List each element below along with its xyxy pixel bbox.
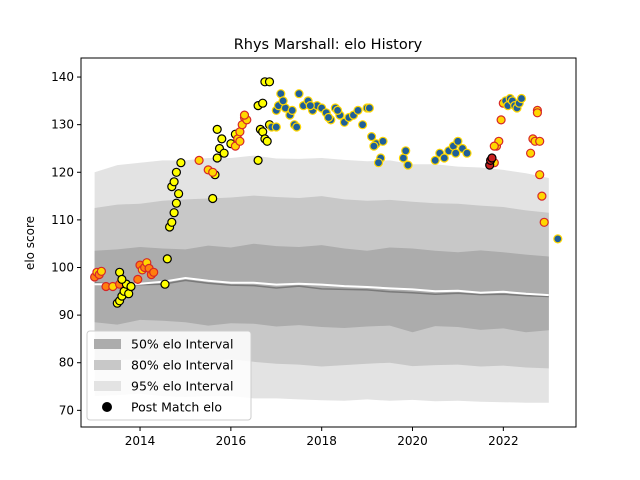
elo-point xyxy=(212,124,222,134)
elo-point xyxy=(535,136,545,146)
elo-point xyxy=(323,112,334,123)
median-line xyxy=(94,279,549,298)
elo-point xyxy=(294,89,304,99)
elo-point xyxy=(149,267,159,277)
y-tick-label: 120 xyxy=(51,165,74,179)
y-tick-label: 100 xyxy=(51,260,74,274)
elo-point xyxy=(401,146,411,156)
elo-point xyxy=(516,93,527,104)
elo-point xyxy=(333,105,343,116)
elo-point xyxy=(253,155,263,165)
elo-point xyxy=(292,122,302,132)
elo-point xyxy=(496,115,506,125)
legend-swatch xyxy=(94,381,121,391)
x-tick-label: 2016 xyxy=(216,434,247,448)
elo-point xyxy=(489,141,499,151)
elo-point xyxy=(235,136,245,146)
elo-point xyxy=(208,193,218,204)
legend-label: Post Match elo xyxy=(131,400,222,415)
elo-point xyxy=(358,120,368,130)
y-axis-ticks: 70 80 90 100 110 120 130 140 xyxy=(51,70,81,417)
elo-point xyxy=(126,281,136,292)
y-tick-label: 80 xyxy=(59,356,74,370)
mean-line xyxy=(94,276,549,297)
chart-title: Rhys Marshall: elo History xyxy=(234,37,423,53)
trend-lines xyxy=(94,276,549,298)
elo-point xyxy=(167,217,177,227)
elo-point xyxy=(171,198,181,208)
elo-point xyxy=(171,167,181,177)
legend: 50% elo Interval 80% elo Interval 95% elo … xyxy=(86,330,252,421)
elo-point xyxy=(174,189,184,199)
elo-point xyxy=(262,136,272,146)
elo-point xyxy=(369,141,379,151)
elo-point xyxy=(535,170,545,180)
y-tick-label: 130 xyxy=(51,118,74,132)
x-axis-ticks: 2014 2016 2018 2020 2022 xyxy=(125,427,519,448)
elo-point xyxy=(217,134,227,144)
elo-point xyxy=(553,234,563,244)
axes-frame xyxy=(80,57,577,428)
band-50 xyxy=(94,243,549,333)
elo-point xyxy=(258,98,268,108)
elo-point xyxy=(271,122,281,132)
legend-label: 95% elo Interval xyxy=(131,379,233,394)
elo-point xyxy=(532,108,543,118)
elo-point xyxy=(264,77,275,87)
elo-point xyxy=(367,132,377,142)
legend-marker xyxy=(102,402,112,412)
legend-swatch xyxy=(94,339,121,349)
elo-point xyxy=(176,158,186,168)
elo-point xyxy=(169,177,179,187)
x-tick-label: 2014 xyxy=(125,434,156,448)
elo-point xyxy=(525,148,536,158)
y-tick-label: 90 xyxy=(59,308,74,322)
elo-point xyxy=(305,100,315,111)
elo-point xyxy=(212,153,222,163)
elo-point xyxy=(403,160,413,170)
elo-point xyxy=(287,105,297,116)
elo-point xyxy=(373,158,384,168)
elo-point xyxy=(162,254,172,264)
elo-point xyxy=(430,155,440,165)
elo-point xyxy=(194,155,204,165)
elo-point xyxy=(278,96,288,106)
elo-point xyxy=(239,110,250,120)
x-tick-label: 2018 xyxy=(306,434,337,448)
x-tick-label: 2020 xyxy=(397,434,428,448)
y-tick-label: 110 xyxy=(51,213,74,227)
elo-point xyxy=(539,217,549,227)
y-axis-label: elo score xyxy=(23,216,37,270)
x-tick-label: 2022 xyxy=(488,434,519,448)
y-tick-label: 70 xyxy=(59,403,74,417)
elo-point xyxy=(439,153,449,163)
elo-point xyxy=(378,136,388,146)
legend-label: 50% elo Interval xyxy=(131,337,233,352)
elo-point xyxy=(169,208,179,218)
elo-point xyxy=(353,105,363,116)
legend-swatch xyxy=(94,360,121,370)
elo-point xyxy=(219,148,229,158)
elo-point xyxy=(537,191,547,201)
elo-point xyxy=(117,274,127,284)
legend-label: 80% elo Interval xyxy=(131,358,233,373)
elo-point xyxy=(96,266,107,276)
elo-point xyxy=(462,148,472,158)
legend-box xyxy=(86,330,252,421)
elo-point xyxy=(451,148,461,158)
elo-point xyxy=(160,279,170,289)
elo-point xyxy=(133,274,143,284)
elo-point xyxy=(487,153,497,163)
y-tick-label: 140 xyxy=(51,70,74,84)
elo-point xyxy=(208,167,218,177)
elo-point xyxy=(364,103,374,113)
elo-point xyxy=(453,136,463,146)
post-match-points xyxy=(89,77,563,308)
